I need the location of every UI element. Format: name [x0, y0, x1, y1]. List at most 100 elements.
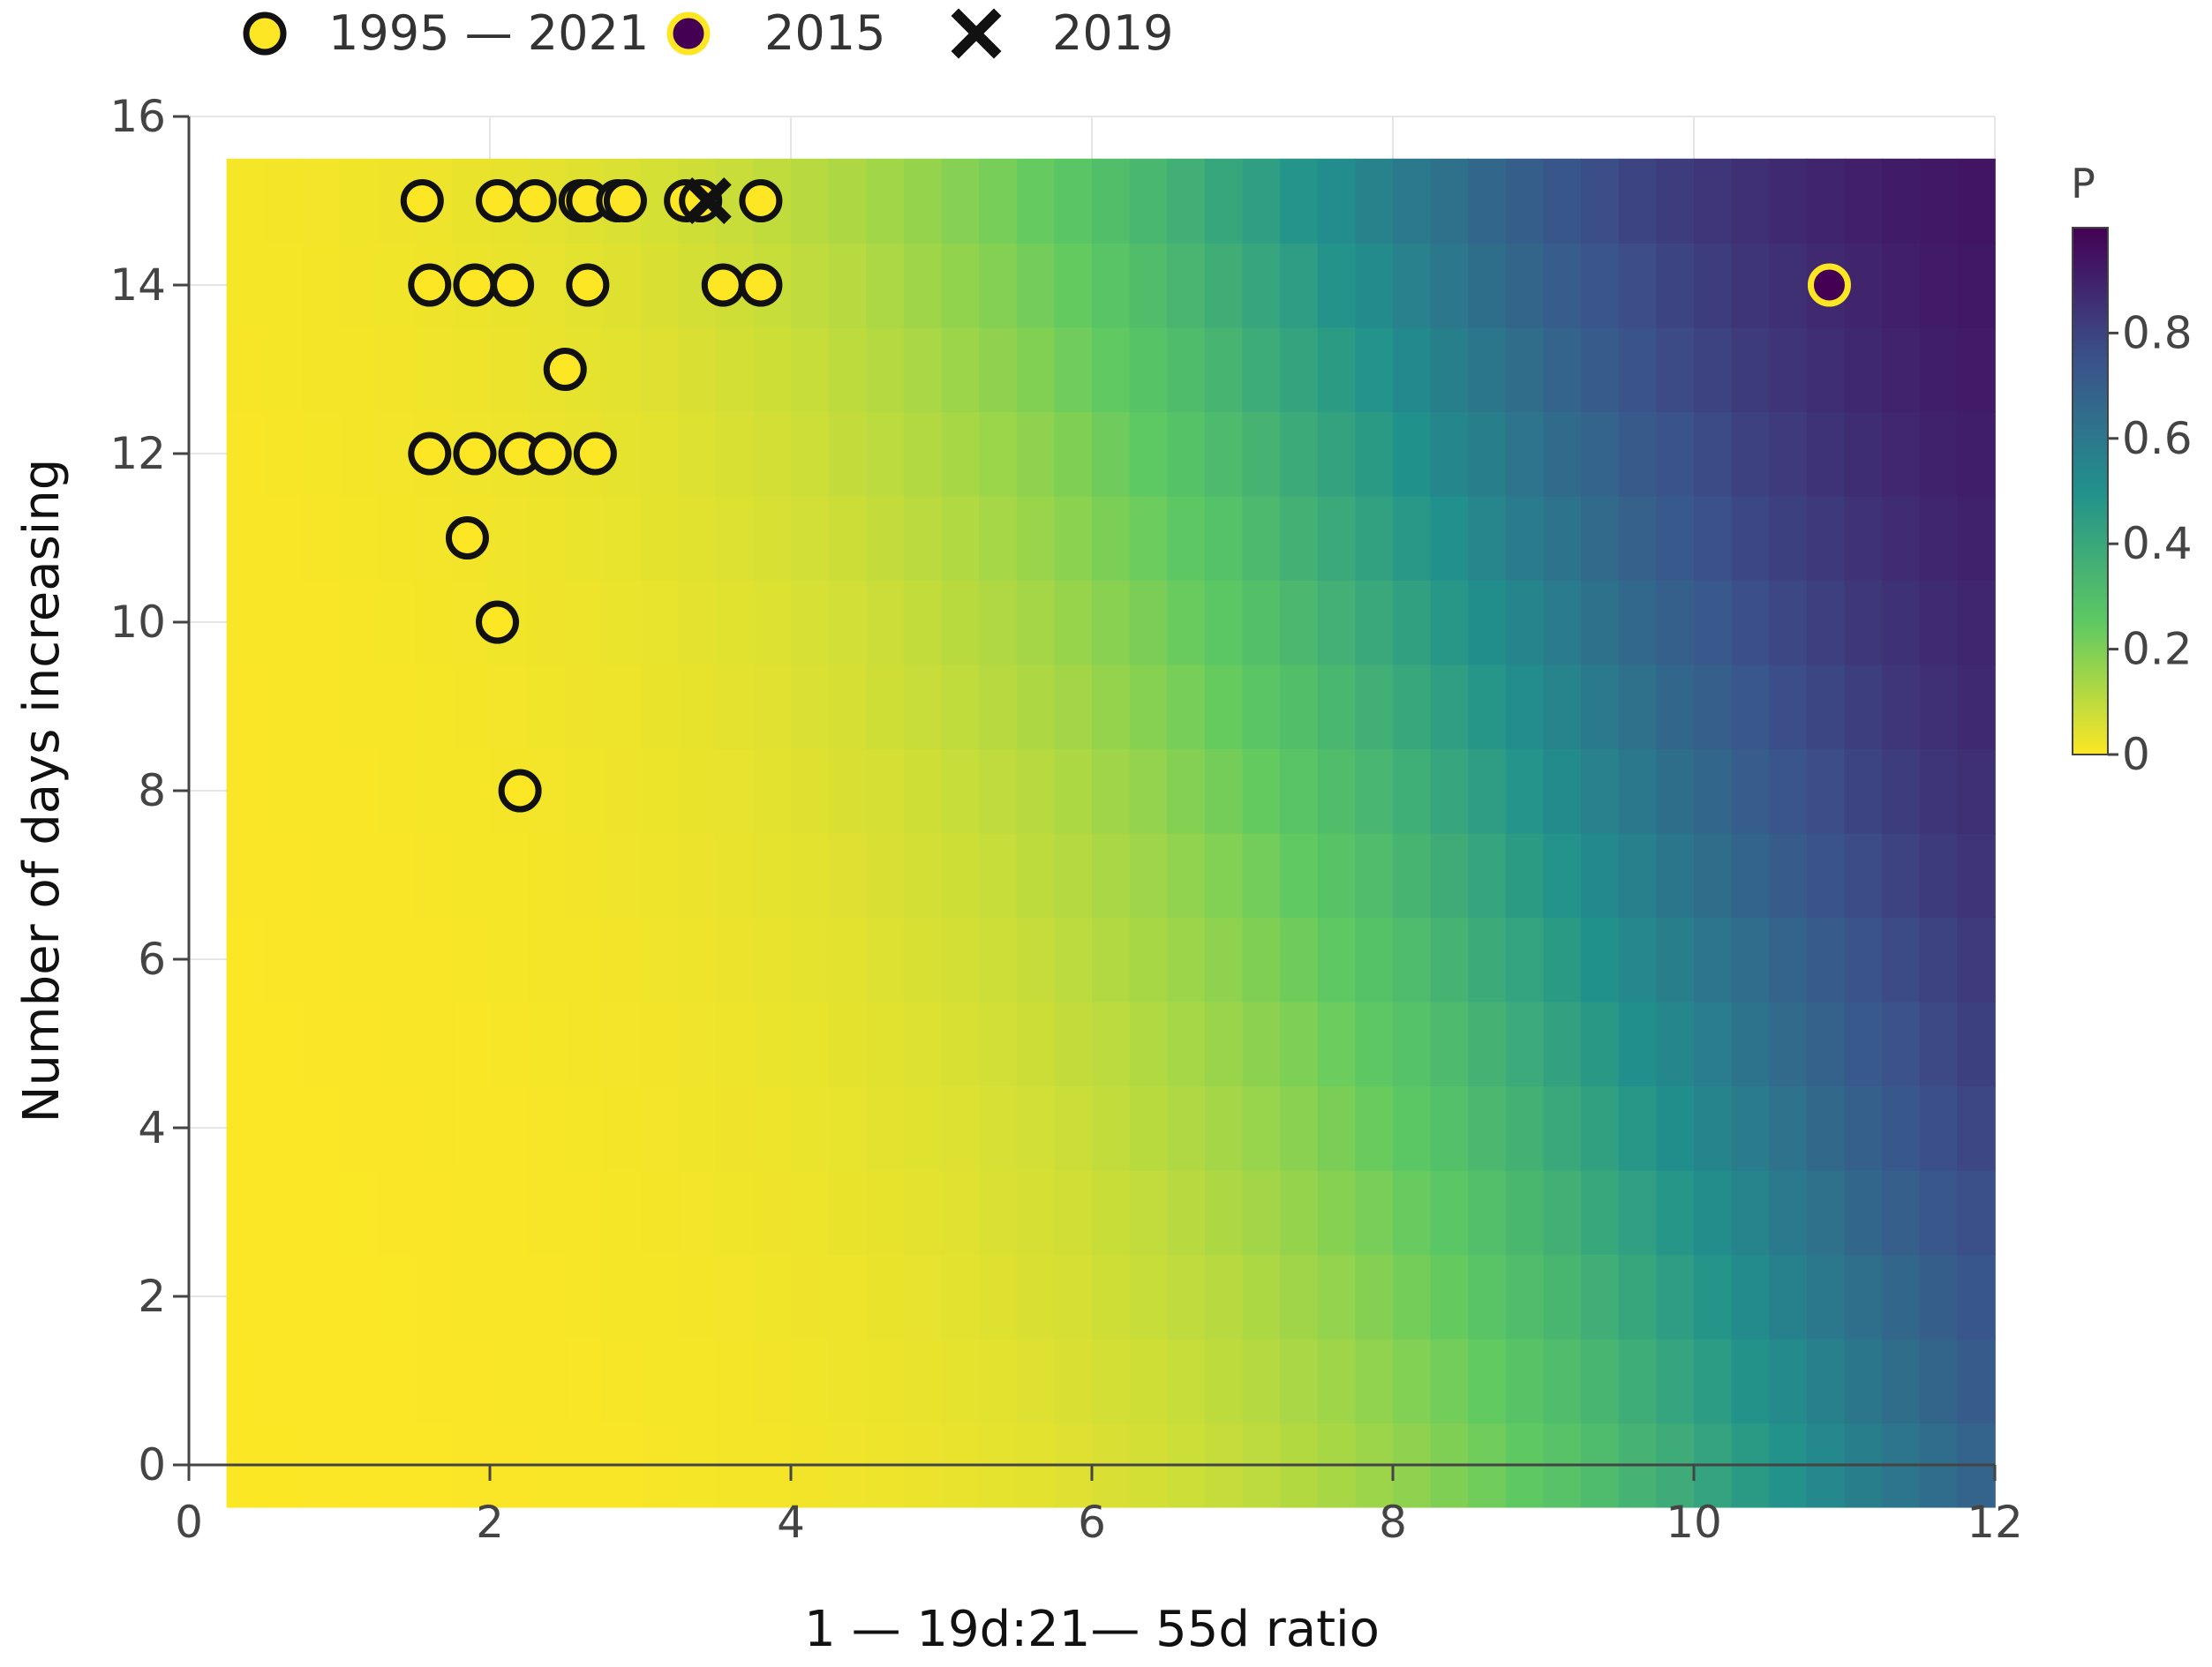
heatmap-cell [1280, 917, 1319, 1002]
heatmap-cell [941, 1169, 980, 1256]
y-tick-label: 16 [109, 91, 166, 142]
heatmap-cell [452, 1338, 491, 1424]
heatmap-cell [1957, 495, 1996, 582]
heatmap-cell [678, 1085, 717, 1171]
heatmap-cell [1016, 1085, 1056, 1171]
heatmap-cell [715, 832, 755, 919]
heatmap-cell [1543, 917, 1582, 1002]
heatmap-cell [1167, 1085, 1206, 1171]
heatmap-cell [1957, 411, 1996, 497]
heatmap-cell [828, 917, 868, 1002]
heatmap-cell [1618, 580, 1658, 665]
heatmap-cell [715, 327, 755, 413]
heatmap-cell [452, 917, 491, 1002]
heatmap-cell [979, 832, 1018, 919]
heatmap-cell [866, 327, 905, 413]
heatmap-cell [1919, 664, 1959, 750]
heatmap-cell [414, 1338, 454, 1424]
heatmap-cell [1430, 1085, 1470, 1171]
heatmap-cell [1505, 748, 1545, 834]
heatmap-cell [1393, 327, 1432, 413]
heatmap-cell [1242, 917, 1281, 1002]
heatmap-cell [1167, 748, 1206, 834]
heatmap-cell [1806, 664, 1846, 750]
heatmap-cell [1656, 1169, 1695, 1256]
heatmap-cell [1543, 1254, 1582, 1340]
heatmap-cell [602, 832, 642, 919]
heatmap-cell [226, 1085, 266, 1171]
heatmap-cell [565, 1169, 604, 1256]
heatmap-cell [1919, 411, 1959, 497]
heatmap-cell [226, 748, 266, 834]
axes: 0 2 4 6 8 10 12 0 2 4 6 8 10 12 14 16 1 — 19d:21— 55d ra… [13, 91, 2023, 1658]
y-tick-label: 8 [138, 765, 166, 816]
heatmap-cell [301, 243, 341, 328]
heatmap-cell [903, 917, 943, 1002]
heatmap-cell [1167, 243, 1206, 328]
heatmap-cell [377, 1338, 416, 1424]
heatmap-cell [1280, 243, 1319, 328]
heatmap-cell [1016, 243, 1056, 328]
heatmap-cell [979, 495, 1018, 582]
heatmap-cell [452, 664, 491, 750]
heatmap-cell [1204, 411, 1244, 497]
heatmap-cell [1355, 495, 1394, 582]
heatmap-cell [941, 243, 980, 328]
heatmap-cell [226, 664, 266, 750]
heatmap-cell [866, 1085, 905, 1171]
heatmap-cell [377, 1001, 416, 1087]
heatmap-cell [1694, 917, 1733, 1002]
heatmap-cell [1882, 327, 1921, 413]
heatmap-cell [1543, 580, 1582, 665]
heatmap-cell [1505, 1338, 1545, 1424]
heatmap-cell [1468, 1169, 1507, 1256]
heatmap-cell [1919, 748, 1959, 834]
heatmap-cell [866, 1001, 905, 1087]
heatmap-cell [1844, 1169, 1883, 1256]
heatmap-cell [490, 1169, 529, 1256]
heatmap-cell [979, 243, 1018, 328]
heatmap-cell [1242, 1254, 1281, 1340]
y-axis-title: Number of days increasing [13, 459, 71, 1123]
heatmap-cell [527, 917, 567, 1002]
heatmap-cell [791, 664, 830, 750]
heatmap-cell [1355, 158, 1394, 244]
heatmap-cell [640, 917, 679, 1002]
x-tick-label: 8 [1379, 1497, 1407, 1548]
heatmap-cell [678, 1001, 717, 1087]
heatmap-cell [753, 1085, 792, 1171]
heatmap-cell [1882, 1169, 1921, 1256]
x-axis-title: 1 — 19d:21— 55d ratio [804, 1601, 1380, 1658]
heatmap-cell [1957, 1338, 1996, 1424]
heatmap-cell [1016, 327, 1056, 413]
heatmap-cell [602, 495, 642, 582]
heatmap-cell [640, 495, 679, 582]
heatmap-cell [301, 327, 341, 413]
heatmap-cell [1016, 1169, 1056, 1256]
heatmap-cell [979, 1085, 1018, 1171]
heatmap-cell [941, 327, 980, 413]
heatmap-cell [301, 1169, 341, 1256]
heatmap-cell [828, 158, 868, 244]
heatmap-cell [1317, 1169, 1357, 1256]
heatmap-cell [527, 1085, 567, 1171]
heatmap-cell [640, 1169, 679, 1256]
heatmap-cell [414, 1085, 454, 1171]
heatmap-cell [715, 1085, 755, 1171]
heatmap-cell [1656, 495, 1695, 582]
heatmap-cell [301, 664, 341, 750]
heatmap-cell [1355, 1001, 1394, 1087]
heatmap-cell [1957, 1169, 1996, 1256]
heatmap-cell [1092, 1338, 1131, 1424]
x-tick-label: 4 [777, 1497, 805, 1548]
heatmap-cell [903, 664, 943, 750]
heatmap-cell [1016, 411, 1056, 497]
heatmap-cell [866, 832, 905, 919]
heatmap-cell [903, 411, 943, 497]
heatmap-cell [339, 917, 378, 1002]
heatmap-cell [1957, 1001, 1996, 1087]
heatmap-cell [1016, 917, 1056, 1002]
heatmap-cell [1694, 1085, 1733, 1171]
heatmap-cell [1092, 1169, 1131, 1256]
heatmap-cell [1054, 158, 1093, 244]
